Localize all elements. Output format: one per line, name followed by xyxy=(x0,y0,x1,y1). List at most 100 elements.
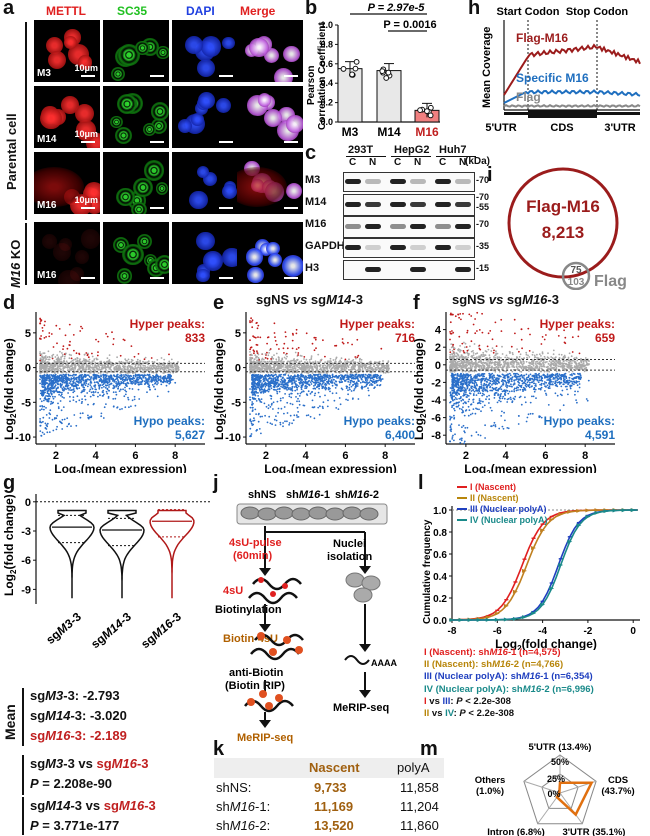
blot-band xyxy=(435,224,451,229)
cell-blob xyxy=(59,237,73,251)
ma-point xyxy=(118,365,121,367)
chart-b: P = 2.97e-5 P = 0.0016 0.00.20.40.60.81.… xyxy=(306,2,440,139)
ma-point xyxy=(284,366,287,368)
ma-point xyxy=(251,377,253,380)
ma-point xyxy=(329,375,331,378)
ma-point xyxy=(267,390,270,393)
group-bracket-parental xyxy=(25,22,27,220)
ma-point xyxy=(43,405,46,408)
ma-point xyxy=(386,366,389,369)
cell-blob xyxy=(137,233,152,249)
ma-point xyxy=(163,369,166,372)
ma-point xyxy=(335,407,338,409)
ma-point xyxy=(256,359,259,362)
ma-point xyxy=(68,323,71,326)
ma-point xyxy=(87,374,90,377)
ma-point xyxy=(161,381,164,384)
ma-point xyxy=(253,368,255,371)
ma-point xyxy=(559,409,561,412)
ma-point xyxy=(295,385,298,388)
ma-point xyxy=(134,371,137,374)
ma-point xyxy=(273,384,276,387)
cytoplasm-signal xyxy=(237,167,287,207)
ma-point xyxy=(91,355,94,358)
scale-bar xyxy=(284,141,298,143)
scale-text: 10μm xyxy=(74,129,98,139)
ma-point xyxy=(256,352,259,354)
ma-point xyxy=(301,383,304,386)
ma-point xyxy=(101,380,104,382)
ma-point xyxy=(303,356,306,358)
ma-point xyxy=(340,361,342,364)
ma-point xyxy=(82,388,85,391)
ma-point xyxy=(269,422,272,425)
scale-bar xyxy=(81,75,95,77)
cell-blob xyxy=(200,36,222,58)
ma-point xyxy=(159,377,162,379)
ma-point xyxy=(58,328,61,330)
ma-point xyxy=(277,383,280,385)
ma-point xyxy=(56,414,58,417)
ma-point xyxy=(262,392,265,394)
b-ytick-label: 0.4 xyxy=(320,78,333,88)
ma-point xyxy=(380,367,383,370)
ma-point xyxy=(281,376,284,379)
ma-point xyxy=(344,374,347,376)
venn-overlap: 75 xyxy=(570,265,582,276)
cell-blob xyxy=(264,108,283,127)
ma-point xyxy=(41,366,44,369)
ma-point xyxy=(63,397,65,399)
scale-bar xyxy=(150,277,164,279)
ma-point xyxy=(361,387,363,390)
ma-point xyxy=(331,384,334,387)
ma-point xyxy=(85,368,87,371)
ma-point xyxy=(273,322,276,325)
ma-point xyxy=(75,376,78,379)
hypo-peaks-label: Hypo peaks: xyxy=(134,414,205,428)
ma-point xyxy=(259,375,262,377)
ma-point xyxy=(309,367,312,369)
ma-point xyxy=(123,375,126,378)
ma-point xyxy=(344,366,346,368)
cell-blob xyxy=(249,37,269,58)
ma-point xyxy=(44,378,46,381)
blot-kda-label: (kDa) xyxy=(465,156,491,167)
ma-point xyxy=(291,376,294,378)
ma-point xyxy=(377,367,380,370)
ma-point xyxy=(133,355,136,358)
ma-point xyxy=(314,338,317,341)
ma-point xyxy=(365,365,368,367)
ma-point xyxy=(286,347,289,350)
ma-point xyxy=(295,380,297,383)
ma-point xyxy=(258,398,261,401)
ma-point xyxy=(105,332,107,335)
ma-point xyxy=(352,377,355,380)
ma-point xyxy=(75,352,78,355)
ma-point xyxy=(253,352,255,355)
ma-point xyxy=(55,387,58,390)
ma-point xyxy=(63,366,65,369)
ma-point xyxy=(85,352,88,354)
ma-point xyxy=(104,386,107,389)
ma-point xyxy=(320,375,323,378)
ma-point xyxy=(305,378,307,381)
ma-point xyxy=(107,378,109,381)
ma-point xyxy=(170,358,173,361)
ma-point xyxy=(115,385,117,388)
ma-point xyxy=(140,377,142,379)
ma-point xyxy=(313,336,316,339)
ma-point xyxy=(263,388,266,390)
ma-point xyxy=(90,416,93,419)
ma-point xyxy=(320,384,323,386)
ma-point xyxy=(63,357,66,360)
ma-point xyxy=(333,365,336,368)
ma-point xyxy=(55,428,58,431)
ma-point xyxy=(49,369,52,372)
ma-point xyxy=(151,364,154,367)
region-3utr: 3'UTR xyxy=(604,122,635,134)
ma-point xyxy=(303,404,306,407)
ma-point xyxy=(357,380,360,382)
ma-point xyxy=(255,391,258,394)
ma-point xyxy=(266,351,268,354)
ma-point xyxy=(43,363,46,366)
